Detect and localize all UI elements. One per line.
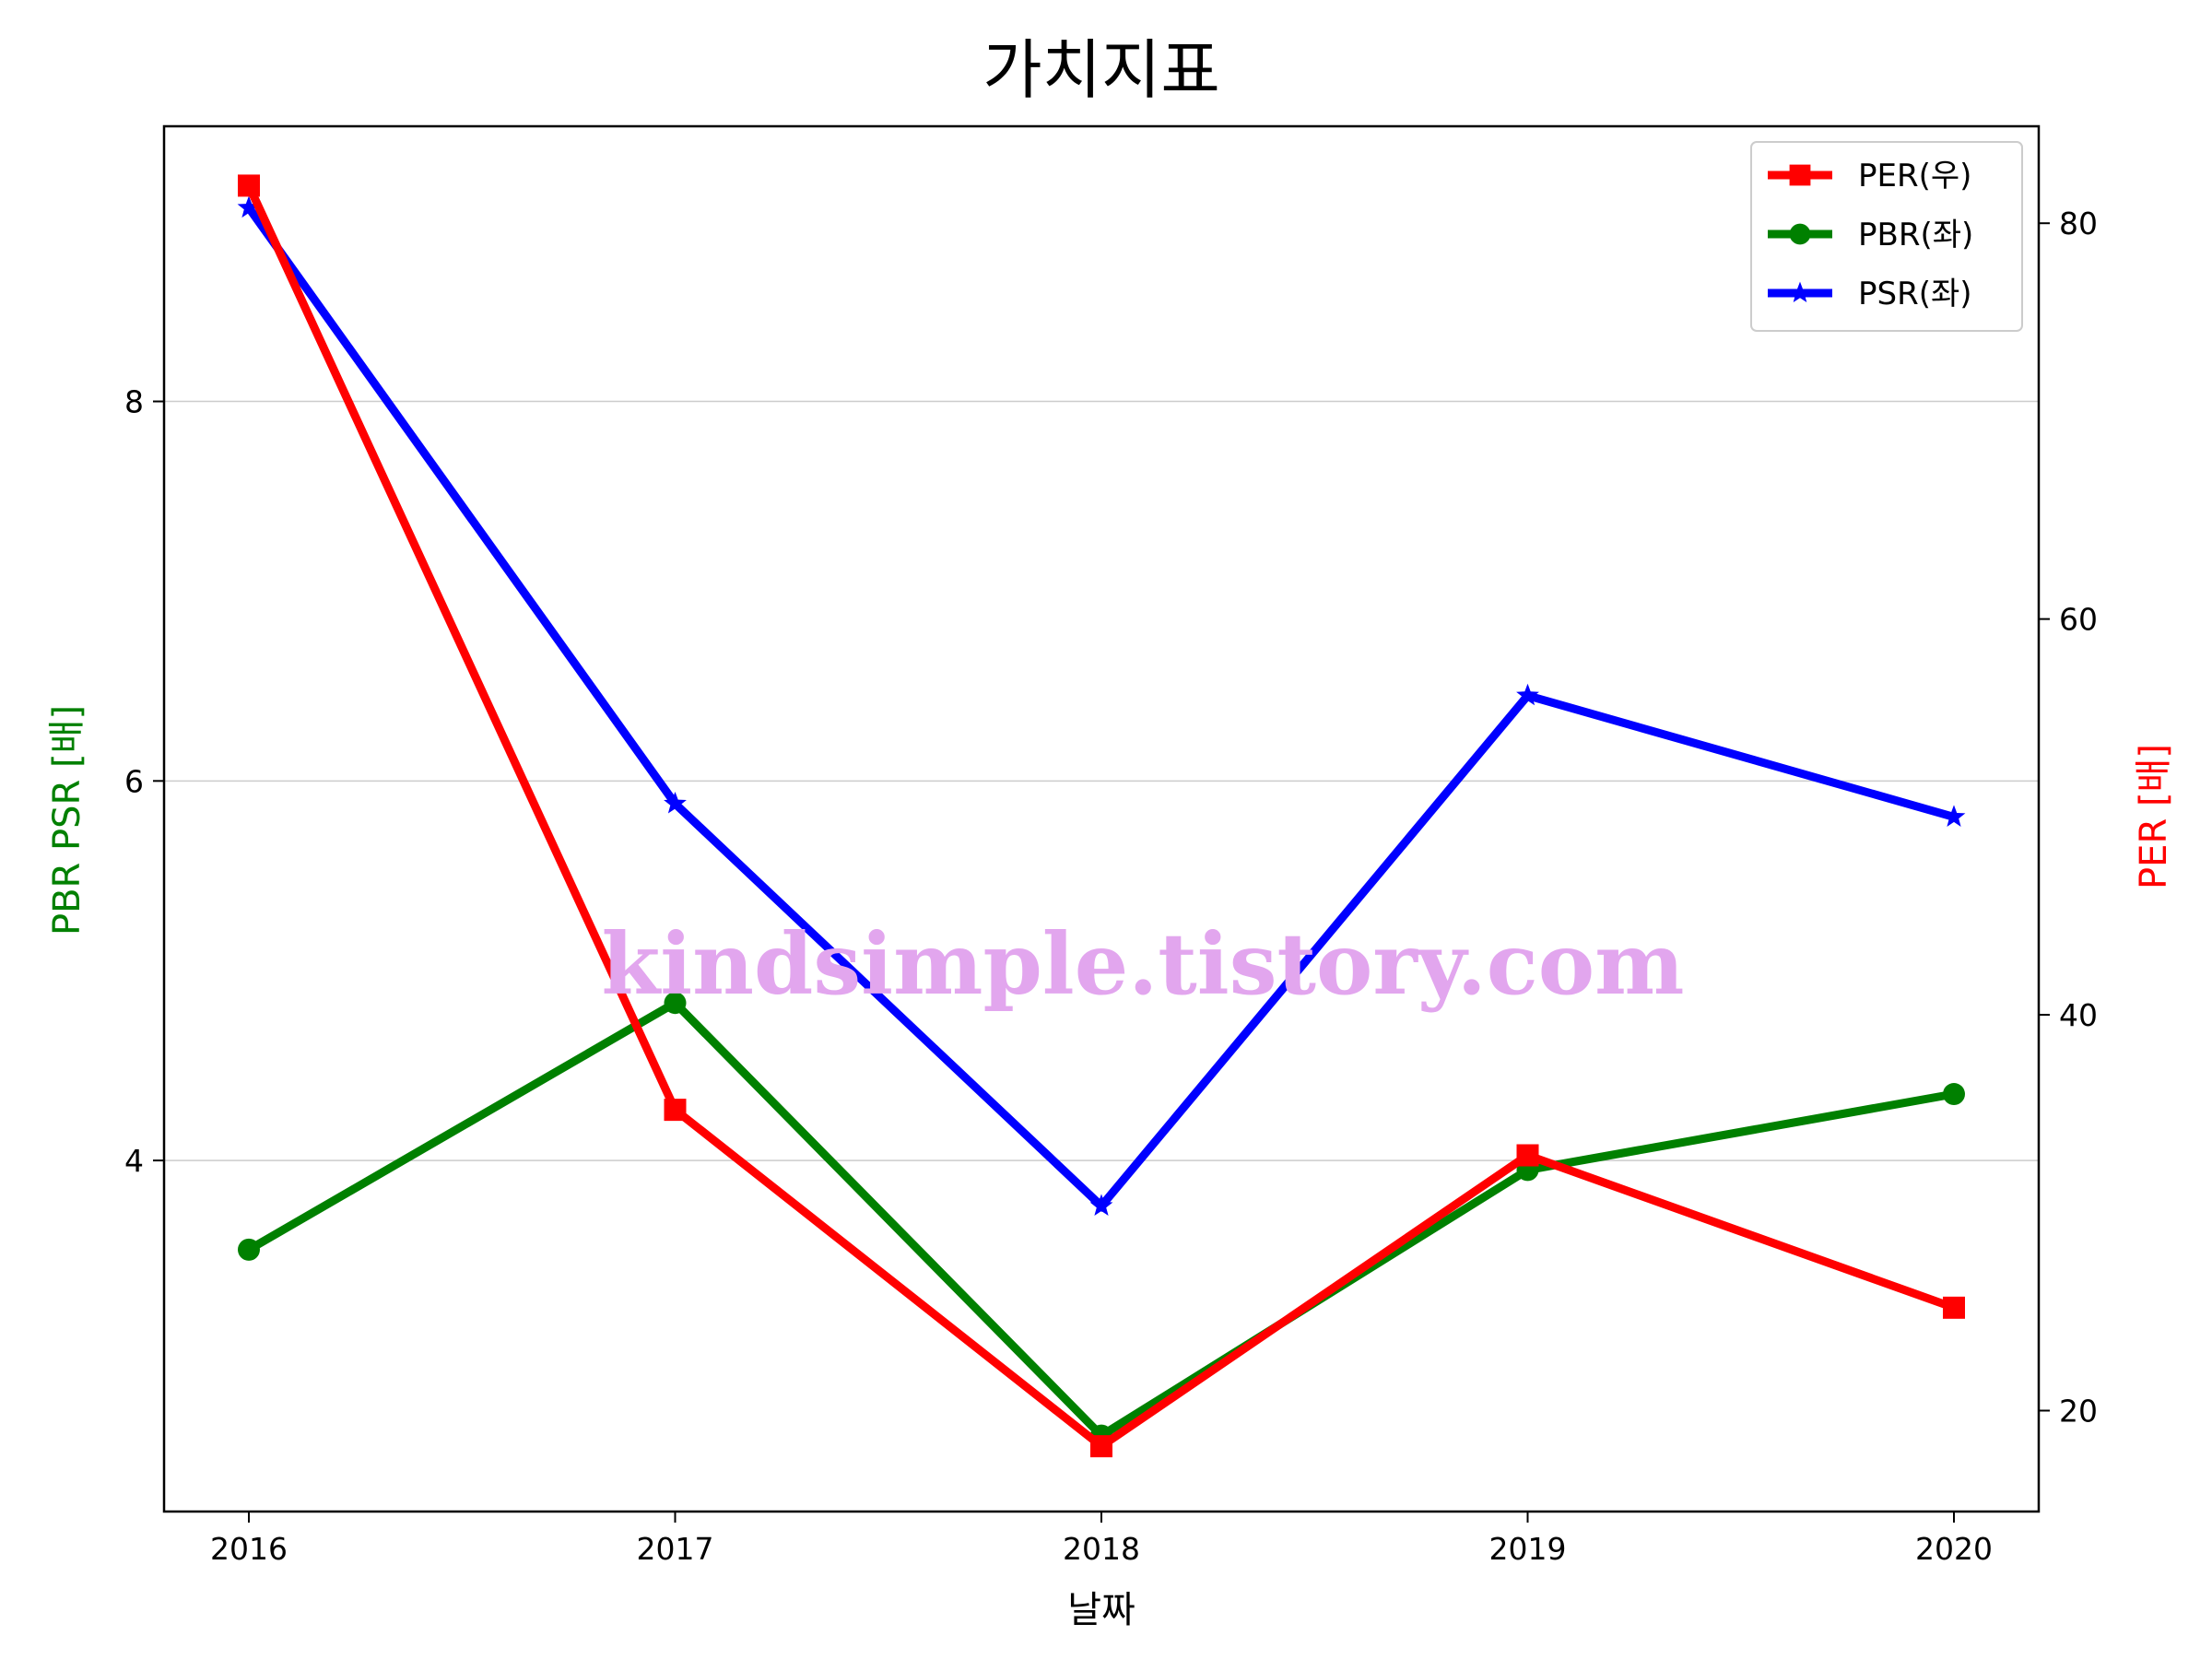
x-tick-label: 2017 [637,1531,714,1567]
x-axis: 2016 2017 2018 2019 2020 [210,1512,1993,1567]
chart-title: 가치지표 [982,32,1220,108]
data-point-psr [1516,683,1539,706]
y-right-tick-label: 80 [2059,206,2098,241]
legend-marker-psr [1789,281,1811,302]
x-tick-label: 2020 [1915,1531,1993,1567]
y-axis-left: 4 6 8 [124,384,164,1179]
grid-lines [164,400,2039,1161]
y-axis-right-label: PER [배] [2133,744,2175,889]
y-left-tick-label: 4 [124,1143,144,1179]
y-axis-right: 20 40 60 80 [2039,206,2098,1429]
legend-item-pbr: PBR(좌) [1768,217,1973,253]
y-right-tick-label: 20 [2059,1393,2098,1429]
legend-item-psr: PSR(좌) [1768,276,1972,312]
data-point-per [1516,1144,1539,1167]
y-left-tick-label: 8 [124,384,144,420]
legend-marker-per [1789,164,1811,186]
legend-label-psr: PSR(좌) [1858,276,1972,312]
data-point-psr [1942,805,1966,827]
legend: PER(우) PBR(좌) PSR(좌) [1750,141,2023,332]
legend-marker-pbr [1789,223,1811,245]
series-per [238,174,1965,1458]
x-axis-label: 날짜 [1067,1589,1135,1631]
legend-label-per: PER(우) [1858,158,1971,194]
x-tick-label: 2019 [1489,1531,1567,1567]
data-point-psr [664,792,687,814]
x-tick-label: 2018 [1063,1531,1140,1567]
series-line-psr [245,205,1956,1213]
legend-label-pbr: PBR(좌) [1858,217,1973,253]
y-right-tick-label: 40 [2059,997,2098,1033]
plot-frame [162,124,2041,1513]
data-point-psr [237,195,261,218]
legend-item-per: PER(우) [1768,158,1971,194]
data-point-per [1090,1435,1112,1458]
y-axis-left-label: PBR PSR [배] [46,705,88,935]
y-right-tick-label: 60 [2059,602,2098,638]
series-line-per [244,183,1956,1452]
data-point-per [238,174,260,197]
data-point-per [1943,1296,1965,1319]
legend-box [1750,141,2023,332]
data-point-pbr [664,992,687,1015]
watermark-text: kindsimple.tistory.com [601,914,1684,1014]
data-point-pbr [1943,1083,1965,1106]
data-point-per [664,1099,687,1122]
data-point-pbr [238,1238,260,1261]
series-layer [237,174,1966,1458]
data-point-psr [1089,1194,1113,1216]
series-psr [237,195,1966,1216]
y-left-tick-label: 6 [124,763,144,799]
x-tick-label: 2016 [210,1531,288,1567]
